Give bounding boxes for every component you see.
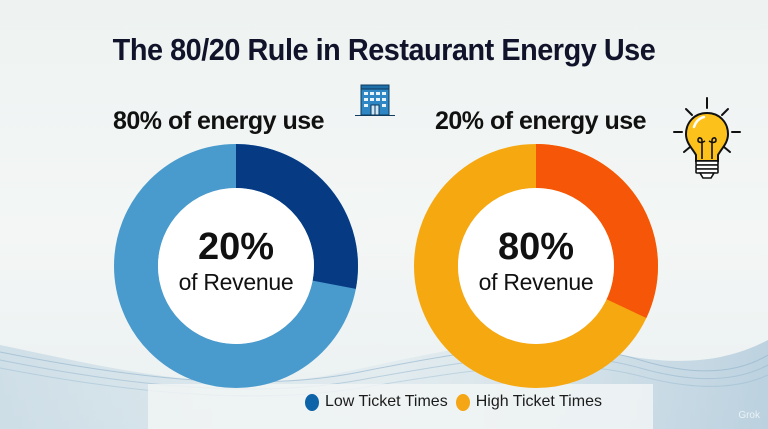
right-revenue-percent: 80% xyxy=(497,226,575,268)
legend-item-high-ticket: High Ticket Times xyxy=(455,393,602,411)
left-chart-heading: 80% of energy use xyxy=(113,107,325,135)
legend-label: Low Ticket Times xyxy=(325,393,448,410)
lightbulb-icon xyxy=(673,97,741,179)
legend-swatch-orange-icon xyxy=(455,393,470,411)
legend-label: High Ticket Times xyxy=(475,393,602,410)
right-donut-accent-segment xyxy=(414,144,658,388)
legend-swatch-blue-icon xyxy=(305,393,319,411)
left-donut-accent-segment xyxy=(114,144,358,388)
right-chart-heading: 20% of energy use xyxy=(435,107,647,135)
chart-legend: Low Ticket Times High Ticket Times xyxy=(305,393,610,411)
right-donut-chart xyxy=(414,144,658,388)
building-icon xyxy=(355,84,395,116)
left-revenue-percent: 20% xyxy=(197,226,275,268)
watermark: Grok xyxy=(738,410,760,421)
right-donut-center-label: 80% of Revenue xyxy=(456,226,616,296)
right-revenue-caption: of Revenue xyxy=(478,269,594,295)
legend-item-low-ticket: Low Ticket Times xyxy=(305,393,448,411)
left-donut-chart xyxy=(114,144,358,388)
page-title: The 80/20 Rule in Restaurant Energy Use xyxy=(112,32,656,67)
left-donut-center-label: 20% of Revenue xyxy=(156,226,316,296)
left-revenue-caption: of Revenue xyxy=(178,269,294,295)
